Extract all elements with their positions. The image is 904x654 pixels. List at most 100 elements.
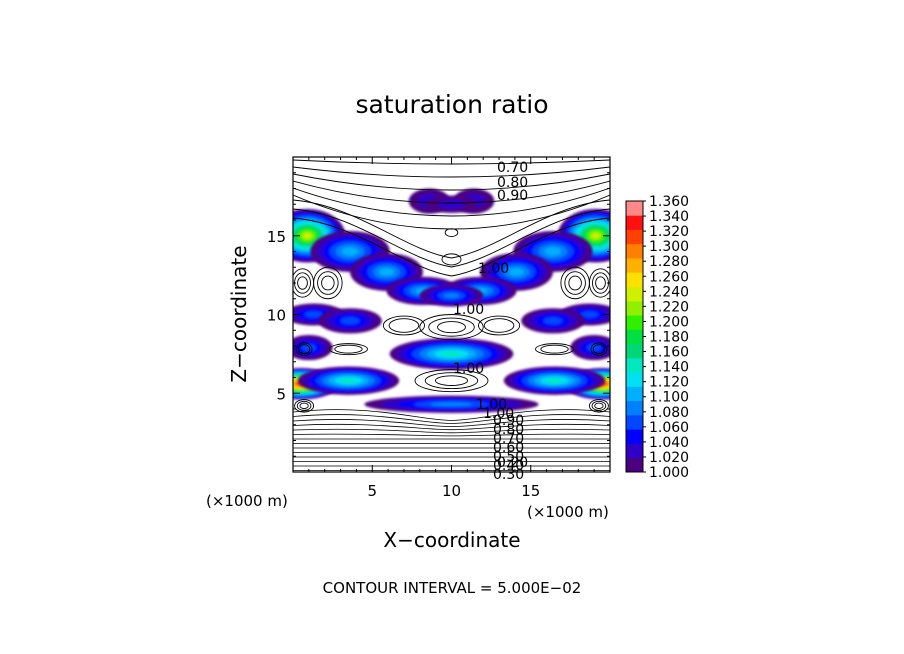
contour-line (293, 433, 610, 437)
bottom-strip (364, 395, 539, 413)
contour-line (293, 173, 610, 191)
contour-line (293, 409, 610, 421)
contour-loop (419, 314, 484, 341)
arch-bottom (419, 284, 484, 307)
contour-loop (388, 318, 420, 333)
contour-loop (568, 275, 582, 291)
colorbar-label: 1.180 (649, 330, 689, 346)
contour-loop (382, 315, 426, 336)
contour-label: 1.00 (453, 302, 484, 318)
fill-level (303, 233, 311, 239)
y-tick-labels: 5 10 15 (267, 228, 286, 404)
contour-interval-footer: CONTOUR INTERVAL = 5.000E−02 (323, 579, 582, 597)
colorbar-swatch (626, 343, 643, 359)
fill-level (580, 311, 599, 318)
contour-label: 0.80 (493, 422, 524, 438)
x-axis-unit-left: (×1000 m) (206, 492, 288, 510)
saturation-fill-regions (293, 188, 610, 413)
colorbar-swatch (626, 357, 643, 373)
fill-level (437, 199, 466, 210)
colorbar: 1.0001.0201.0401.0601.0801.1001.1201.140… (625, 194, 689, 481)
fill-level (430, 402, 473, 407)
contour-loop (594, 402, 604, 410)
contour-loop (590, 342, 608, 356)
colorbar-swatch (626, 286, 643, 302)
mid-right-lower (570, 334, 610, 361)
contour-label: 0.20 (497, 455, 528, 471)
fill-level (441, 351, 462, 357)
contour-loop (535, 343, 574, 356)
colorbar-label: 1.140 (649, 360, 689, 376)
contour-loop (297, 276, 308, 290)
colorbar-swatch (626, 229, 643, 245)
contour-loop (317, 271, 339, 295)
x-axis-label: X−coordinate (383, 528, 520, 552)
colorbar-swatch (626, 215, 643, 230)
contour-label: 1.00 (483, 406, 514, 422)
contour-label: 0.80 (497, 175, 528, 191)
colorbar-label: 1.120 (649, 375, 689, 391)
x-tick-label: 15 (521, 482, 540, 500)
contour-label: 0.40 (493, 458, 524, 474)
colorbar-swatch (626, 315, 643, 330)
contour-label: 0.50 (493, 449, 524, 465)
colorbar-label: 1.240 (649, 284, 689, 300)
contour-line (293, 199, 610, 259)
colorbar-label: 1.220 (649, 299, 689, 315)
contour-loop (414, 369, 489, 393)
fill-level (546, 378, 563, 383)
fill-level (304, 311, 323, 318)
contour-line (293, 419, 610, 428)
contour-loop (428, 317, 475, 337)
fill-level (340, 316, 360, 325)
y-tick-label: 10 (267, 307, 286, 325)
colorbar-label: 1.080 (649, 405, 689, 421)
colorbar-swatch (626, 372, 643, 387)
contour-line (293, 180, 610, 204)
contour-labels: 0.700.800.901.001.001.001.001.000.900.80… (453, 160, 528, 483)
fill-level (508, 268, 525, 276)
contour-label: 0.90 (493, 413, 524, 429)
contour-loop (595, 276, 606, 290)
colorbar-label: 1.360 (649, 194, 689, 210)
contour-loop (424, 372, 479, 390)
y-axis-label: Z−coordinate (227, 245, 251, 382)
contour-label: 0.30 (493, 467, 524, 483)
colorbar-swatch (626, 243, 643, 259)
contour-loop (293, 268, 315, 298)
colorbar-label: 1.320 (649, 224, 689, 240)
contour-loop (334, 344, 363, 354)
fill-level (443, 292, 460, 299)
mid-left-inner (318, 308, 382, 334)
lower-right (503, 366, 606, 395)
contour-loop (564, 271, 586, 295)
contour-label: 1.00 (476, 397, 507, 413)
mid-right-inner (521, 308, 585, 334)
colorbar-swatch (626, 258, 643, 273)
contour-loop (444, 228, 459, 237)
axis-ticks (292, 156, 611, 473)
contour-loop (297, 344, 311, 355)
colorbar-swatch (626, 201, 643, 216)
contour-line (293, 414, 610, 424)
colorbar-label: 1.300 (649, 239, 689, 255)
y-tick-label: 15 (267, 228, 286, 246)
fill-level (592, 233, 600, 239)
colorbar-label: 1.200 (649, 314, 689, 330)
colorbar-swatch (626, 386, 643, 402)
contour-line (293, 428, 610, 434)
contour-label: 0.70 (493, 431, 524, 447)
colorbar-label: 1.280 (649, 254, 689, 270)
mid-left-lower (293, 334, 333, 361)
colorbar-swatch (626, 300, 643, 316)
contour-loop (477, 315, 521, 336)
colorbar-swatch (626, 414, 643, 430)
colorbar-label: 1.160 (649, 345, 689, 361)
contour-loop (588, 399, 609, 413)
upper-cap-mid (426, 195, 477, 213)
colorbar-swatch (626, 400, 643, 416)
contour-loop (483, 318, 515, 333)
fill-level (544, 247, 562, 256)
contour-loop (321, 275, 335, 291)
